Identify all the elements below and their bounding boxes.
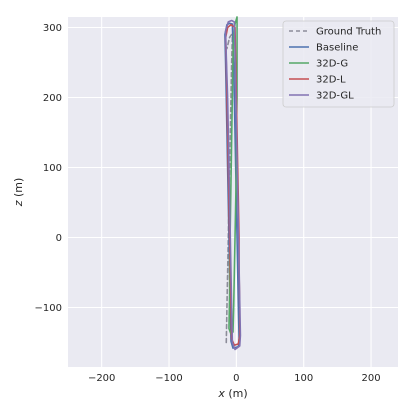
legend-box <box>282 20 395 108</box>
y-tick-label: 300 <box>43 23 62 34</box>
y-tick-label: 0 <box>56 233 62 244</box>
x-tick-label: −200 <box>88 373 115 384</box>
tick-labels: −200 −100 0 100 200 −100 0 100 200 300 <box>35 23 381 384</box>
x-tick-label: −100 <box>155 373 182 384</box>
x-tick-label: 200 <box>362 373 381 384</box>
series-line-ground-truth <box>225 33 234 344</box>
x-axis-label: x (m) <box>217 387 247 400</box>
legend-entry: 32D-G <box>316 59 348 70</box>
legend-entry: 32D-L <box>316 75 346 86</box>
y-tick-label: 200 <box>43 93 62 104</box>
y-tick-label: −100 <box>35 303 62 314</box>
x-tick-label: 100 <box>294 373 313 384</box>
x-tick-label: 0 <box>233 373 239 384</box>
series-line-32d-gl <box>224 19 242 351</box>
legend-entry: Baseline <box>316 43 358 54</box>
legend: Ground Truth Baseline 32D-G 32D-L 32D-GL <box>282 20 395 108</box>
y-axis-label: z (m) <box>12 178 25 208</box>
y-tick-label: 100 <box>43 163 62 174</box>
series-layer <box>224 16 242 351</box>
legend-entry: Ground Truth <box>316 27 381 38</box>
legend-entry: 32D-GL <box>316 91 354 102</box>
